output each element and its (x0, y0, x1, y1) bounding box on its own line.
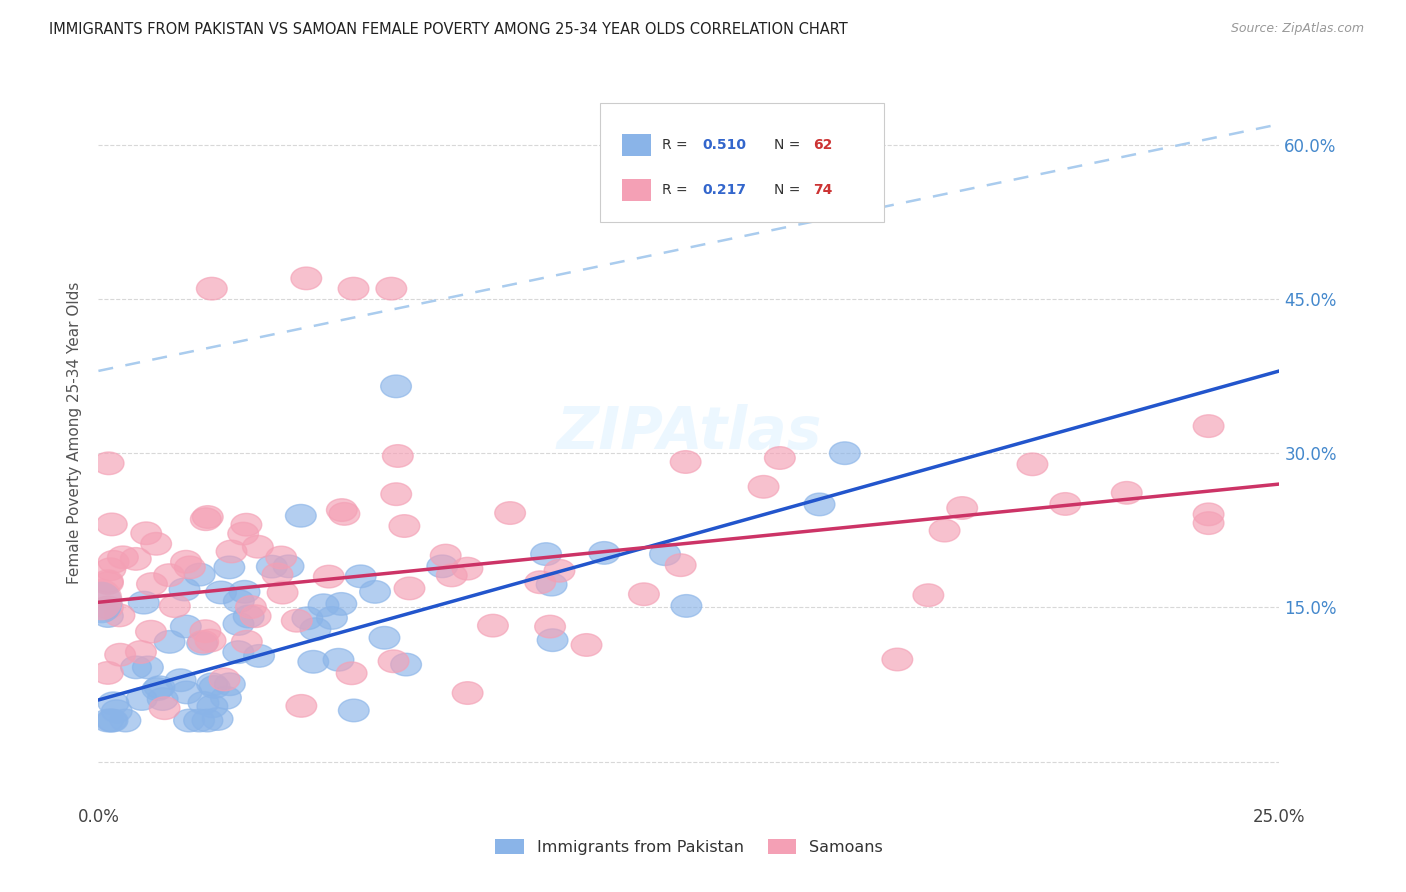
Text: N =: N = (773, 183, 804, 197)
Text: R =: R = (662, 183, 692, 197)
Text: 0.510: 0.510 (702, 138, 747, 153)
Text: N =: N = (773, 138, 804, 153)
FancyBboxPatch shape (621, 178, 651, 201)
Text: R =: R = (662, 138, 692, 153)
Point (90, 592, 112, 607)
Y-axis label: Female Poverty Among 25-34 Year Olds: Female Poverty Among 25-34 Year Olds (67, 282, 83, 583)
Point (90, 595, 112, 609)
FancyBboxPatch shape (600, 103, 884, 221)
Text: 0.217: 0.217 (702, 183, 747, 197)
FancyBboxPatch shape (621, 135, 651, 156)
Text: ZIPAtlas: ZIPAtlas (557, 404, 821, 461)
Legend: Immigrants from Pakistan, Samoans: Immigrants from Pakistan, Samoans (489, 833, 889, 862)
Text: 62: 62 (813, 138, 832, 153)
Text: Source: ZipAtlas.com: Source: ZipAtlas.com (1230, 22, 1364, 36)
Text: IMMIGRANTS FROM PAKISTAN VS SAMOAN FEMALE POVERTY AMONG 25-34 YEAR OLDS CORRELAT: IMMIGRANTS FROM PAKISTAN VS SAMOAN FEMAL… (49, 22, 848, 37)
Text: 74: 74 (813, 183, 832, 197)
